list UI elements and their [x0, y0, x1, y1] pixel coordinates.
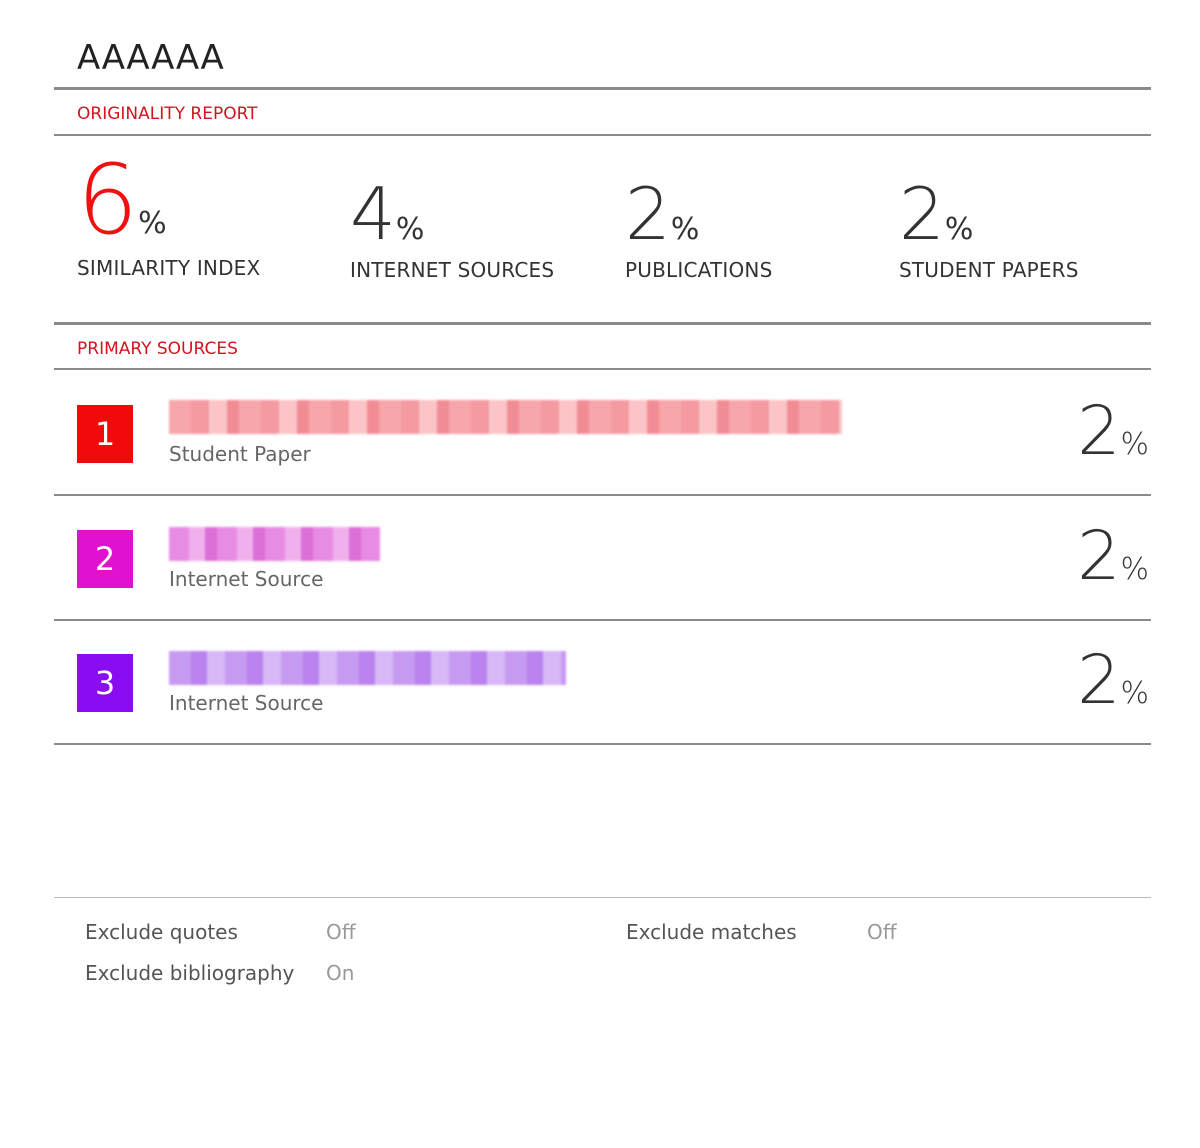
source-row-3[interactable]: 3 Internet Source 2% [54, 619, 1151, 745]
redacted-source-name[interactable] [169, 651, 566, 685]
stat-unit: % [138, 206, 167, 241]
stat-similarity-index: 6% SIMILARITY INDEX [77, 152, 260, 280]
divider [54, 368, 1151, 370]
source-row-1[interactable]: 1 Student Paper 2% [54, 370, 1151, 496]
percent-unit: % [1120, 552, 1149, 587]
percent-value: 2 [1077, 517, 1121, 596]
stat-value: 2 [899, 172, 945, 256]
source-percent: 2% [1077, 517, 1149, 596]
divider [54, 87, 1151, 90]
stat-value: 4 [350, 172, 396, 256]
source-rank-badge: 1 [77, 405, 133, 463]
divider [54, 897, 1151, 898]
stat-student-papers: 2% STUDENT PAPERS [899, 178, 1079, 282]
stat-internet-sources: 4% INTERNET SOURCES [350, 178, 554, 282]
divider [54, 134, 1151, 136]
source-type: Internet Source [169, 691, 324, 715]
stat-unit: % [395, 212, 425, 247]
percent-value: 2 [1077, 392, 1121, 471]
exclude-matches-label: Exclude matches [626, 920, 797, 944]
redacted-source-name[interactable] [169, 527, 380, 561]
source-row-2[interactable]: 2 Internet Source 2% [54, 495, 1151, 621]
stat-label: INTERNET SOURCES [350, 258, 555, 282]
source-rank-badge: 3 [77, 654, 133, 712]
source-rank-badge: 2 [77, 530, 133, 588]
exclude-bibliography-label: Exclude bibliography [85, 961, 295, 985]
redacted-source-name[interactable] [169, 400, 842, 434]
source-percent: 2% [1077, 392, 1149, 471]
stat-value: 6 [77, 144, 139, 256]
stat-label: SIMILARITY INDEX [77, 256, 261, 280]
percent-value: 2 [1077, 641, 1121, 720]
percent-unit: % [1120, 676, 1149, 711]
source-percent: 2% [1077, 641, 1149, 720]
exclude-matches-value: Off [867, 920, 897, 944]
stat-publications: 2% PUBLICATIONS [625, 178, 772, 282]
stat-label: PUBLICATIONS [625, 258, 773, 282]
source-type: Internet Source [169, 567, 324, 591]
stat-unit: % [670, 212, 700, 247]
percent-unit: % [1120, 427, 1149, 462]
originality-report-heading: ORIGINALITY REPORT [77, 104, 258, 124]
stat-value: 2 [625, 172, 671, 256]
stat-label: STUDENT PAPERS [899, 258, 1079, 282]
source-type: Student Paper [169, 442, 311, 466]
exclude-bibliography-value: On [326, 961, 355, 985]
primary-sources-heading: PRIMARY SOURCES [77, 339, 238, 359]
stat-unit: % [944, 212, 974, 247]
divider [54, 322, 1151, 325]
exclude-quotes-label: Exclude quotes [85, 920, 238, 944]
exclude-quotes-value: Off [326, 920, 356, 944]
document-title: AAAAAA [77, 38, 225, 78]
